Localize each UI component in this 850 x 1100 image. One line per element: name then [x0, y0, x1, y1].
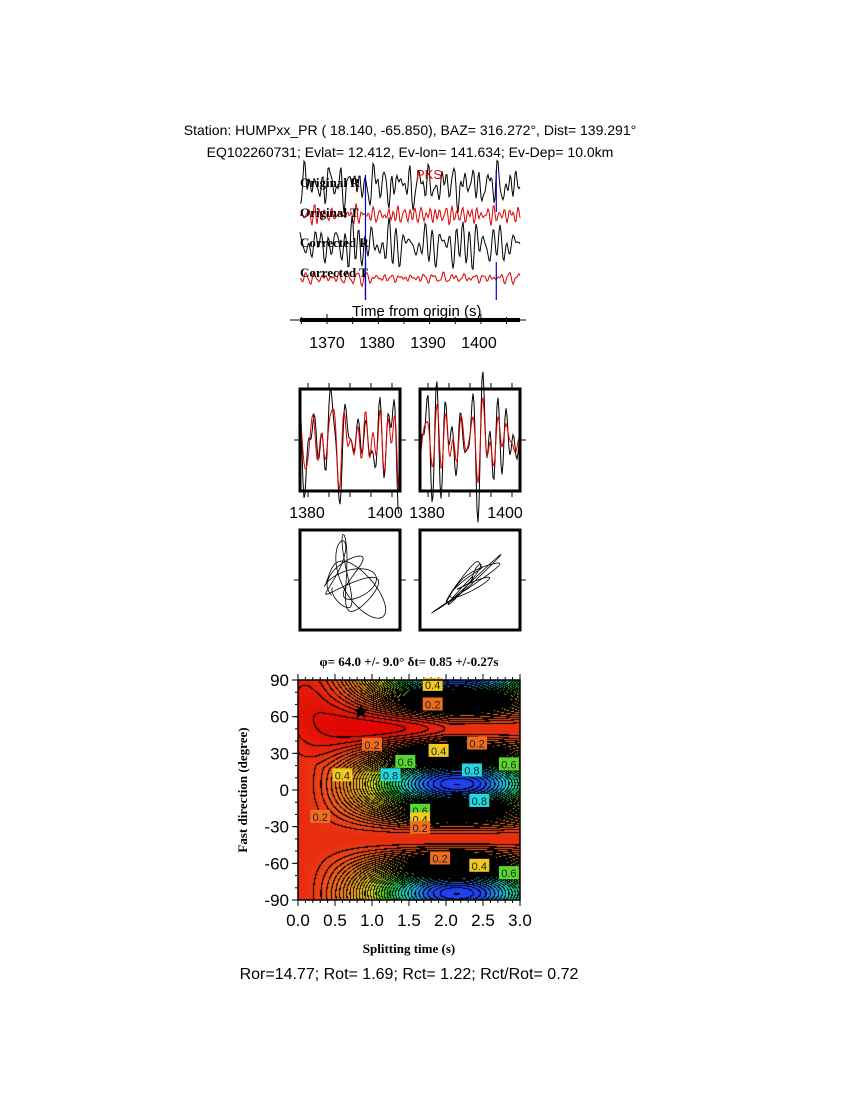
trace-tick-1400: 1400	[461, 335, 497, 352]
panel1-tick-1400: 1400	[367, 505, 403, 522]
pm-2-curve	[431, 553, 502, 614]
header-line1: Station: HUMPxx_PR ( 18.140, -65.850), B…	[184, 122, 636, 138]
trace-tick-1370: 1370	[309, 335, 345, 352]
trace-label-corrected-t: Corrected T	[300, 265, 368, 280]
panel-2-trace-red	[420, 397, 520, 484]
particle-motion-panels	[294, 528, 526, 632]
y-tick-label: 90	[270, 671, 289, 690]
trace-original-t	[299, 203, 521, 226]
y-tick-label: -30	[264, 818, 289, 837]
panel1-tick-1380: 1380	[289, 505, 325, 522]
y-tick-label: -60	[264, 854, 289, 873]
x-tick-label: 2.0	[434, 911, 458, 930]
trace-label-original-t: Original T	[300, 205, 359, 220]
x-tick-label: 0.0	[286, 911, 310, 930]
trace-corrected-r	[299, 215, 521, 271]
trace-label-corrected-r: Corrected R	[300, 235, 369, 250]
x-tick-label: 3.0	[508, 911, 532, 930]
waveform-panels	[294, 371, 526, 523]
contour-axes: 0.0 0.5 1.0 1.5 2.0 2.5 3.0 90 60 30 0 -30 -60 -90	[264, 671, 531, 930]
panel-1-trace-red	[300, 407, 400, 493]
x-tick-label: 2.5	[471, 911, 495, 930]
phase-label: PKS	[416, 167, 442, 182]
y-tick-label: 0	[280, 781, 289, 800]
y-tick-label: 30	[270, 744, 289, 763]
panel-2-trace-black	[420, 371, 520, 523]
footer-stats: Ror=14.77; Rot= 1.69; Rct= 1.22; Rct/Rot…	[240, 966, 579, 983]
y-tick-label: 60	[270, 708, 289, 727]
contour-xlabel: Splitting time (s)	[363, 941, 455, 956]
pm-1-curve	[324, 534, 387, 619]
y-tick-label: -90	[264, 891, 289, 910]
contour-ylabel: Fast direction (degree)	[235, 727, 250, 852]
panel2-tick-1400: 1400	[487, 505, 523, 522]
header-line2: EQ102260731; Evlat= 12.412, Ev-lon= 141.…	[207, 144, 614, 160]
panel2-tick-1380: 1380	[409, 505, 445, 522]
trace-tick-1380: 1380	[359, 335, 395, 352]
trace-tick-1390: 1390	[410, 335, 446, 352]
trace-axis-bar	[300, 318, 520, 322]
x-tick-label: 1.5	[397, 911, 421, 930]
seismogram-traces	[290, 159, 526, 324]
trace-original-r	[299, 159, 521, 214]
trace-label-original-r: Original R	[300, 175, 360, 190]
contour-title: φ= 64.0 +/- 9.0° δt= 0.85 +/-0.27s	[320, 654, 499, 669]
pm-2-frame	[418, 528, 522, 632]
x-tick-label: 1.0	[360, 911, 384, 930]
x-tick-label: 0.5	[323, 911, 347, 930]
trace-xlabel: Time from origin (s)	[352, 303, 481, 320]
trace-corrected-t	[299, 269, 521, 289]
energy-contour-map	[298, 680, 520, 900]
